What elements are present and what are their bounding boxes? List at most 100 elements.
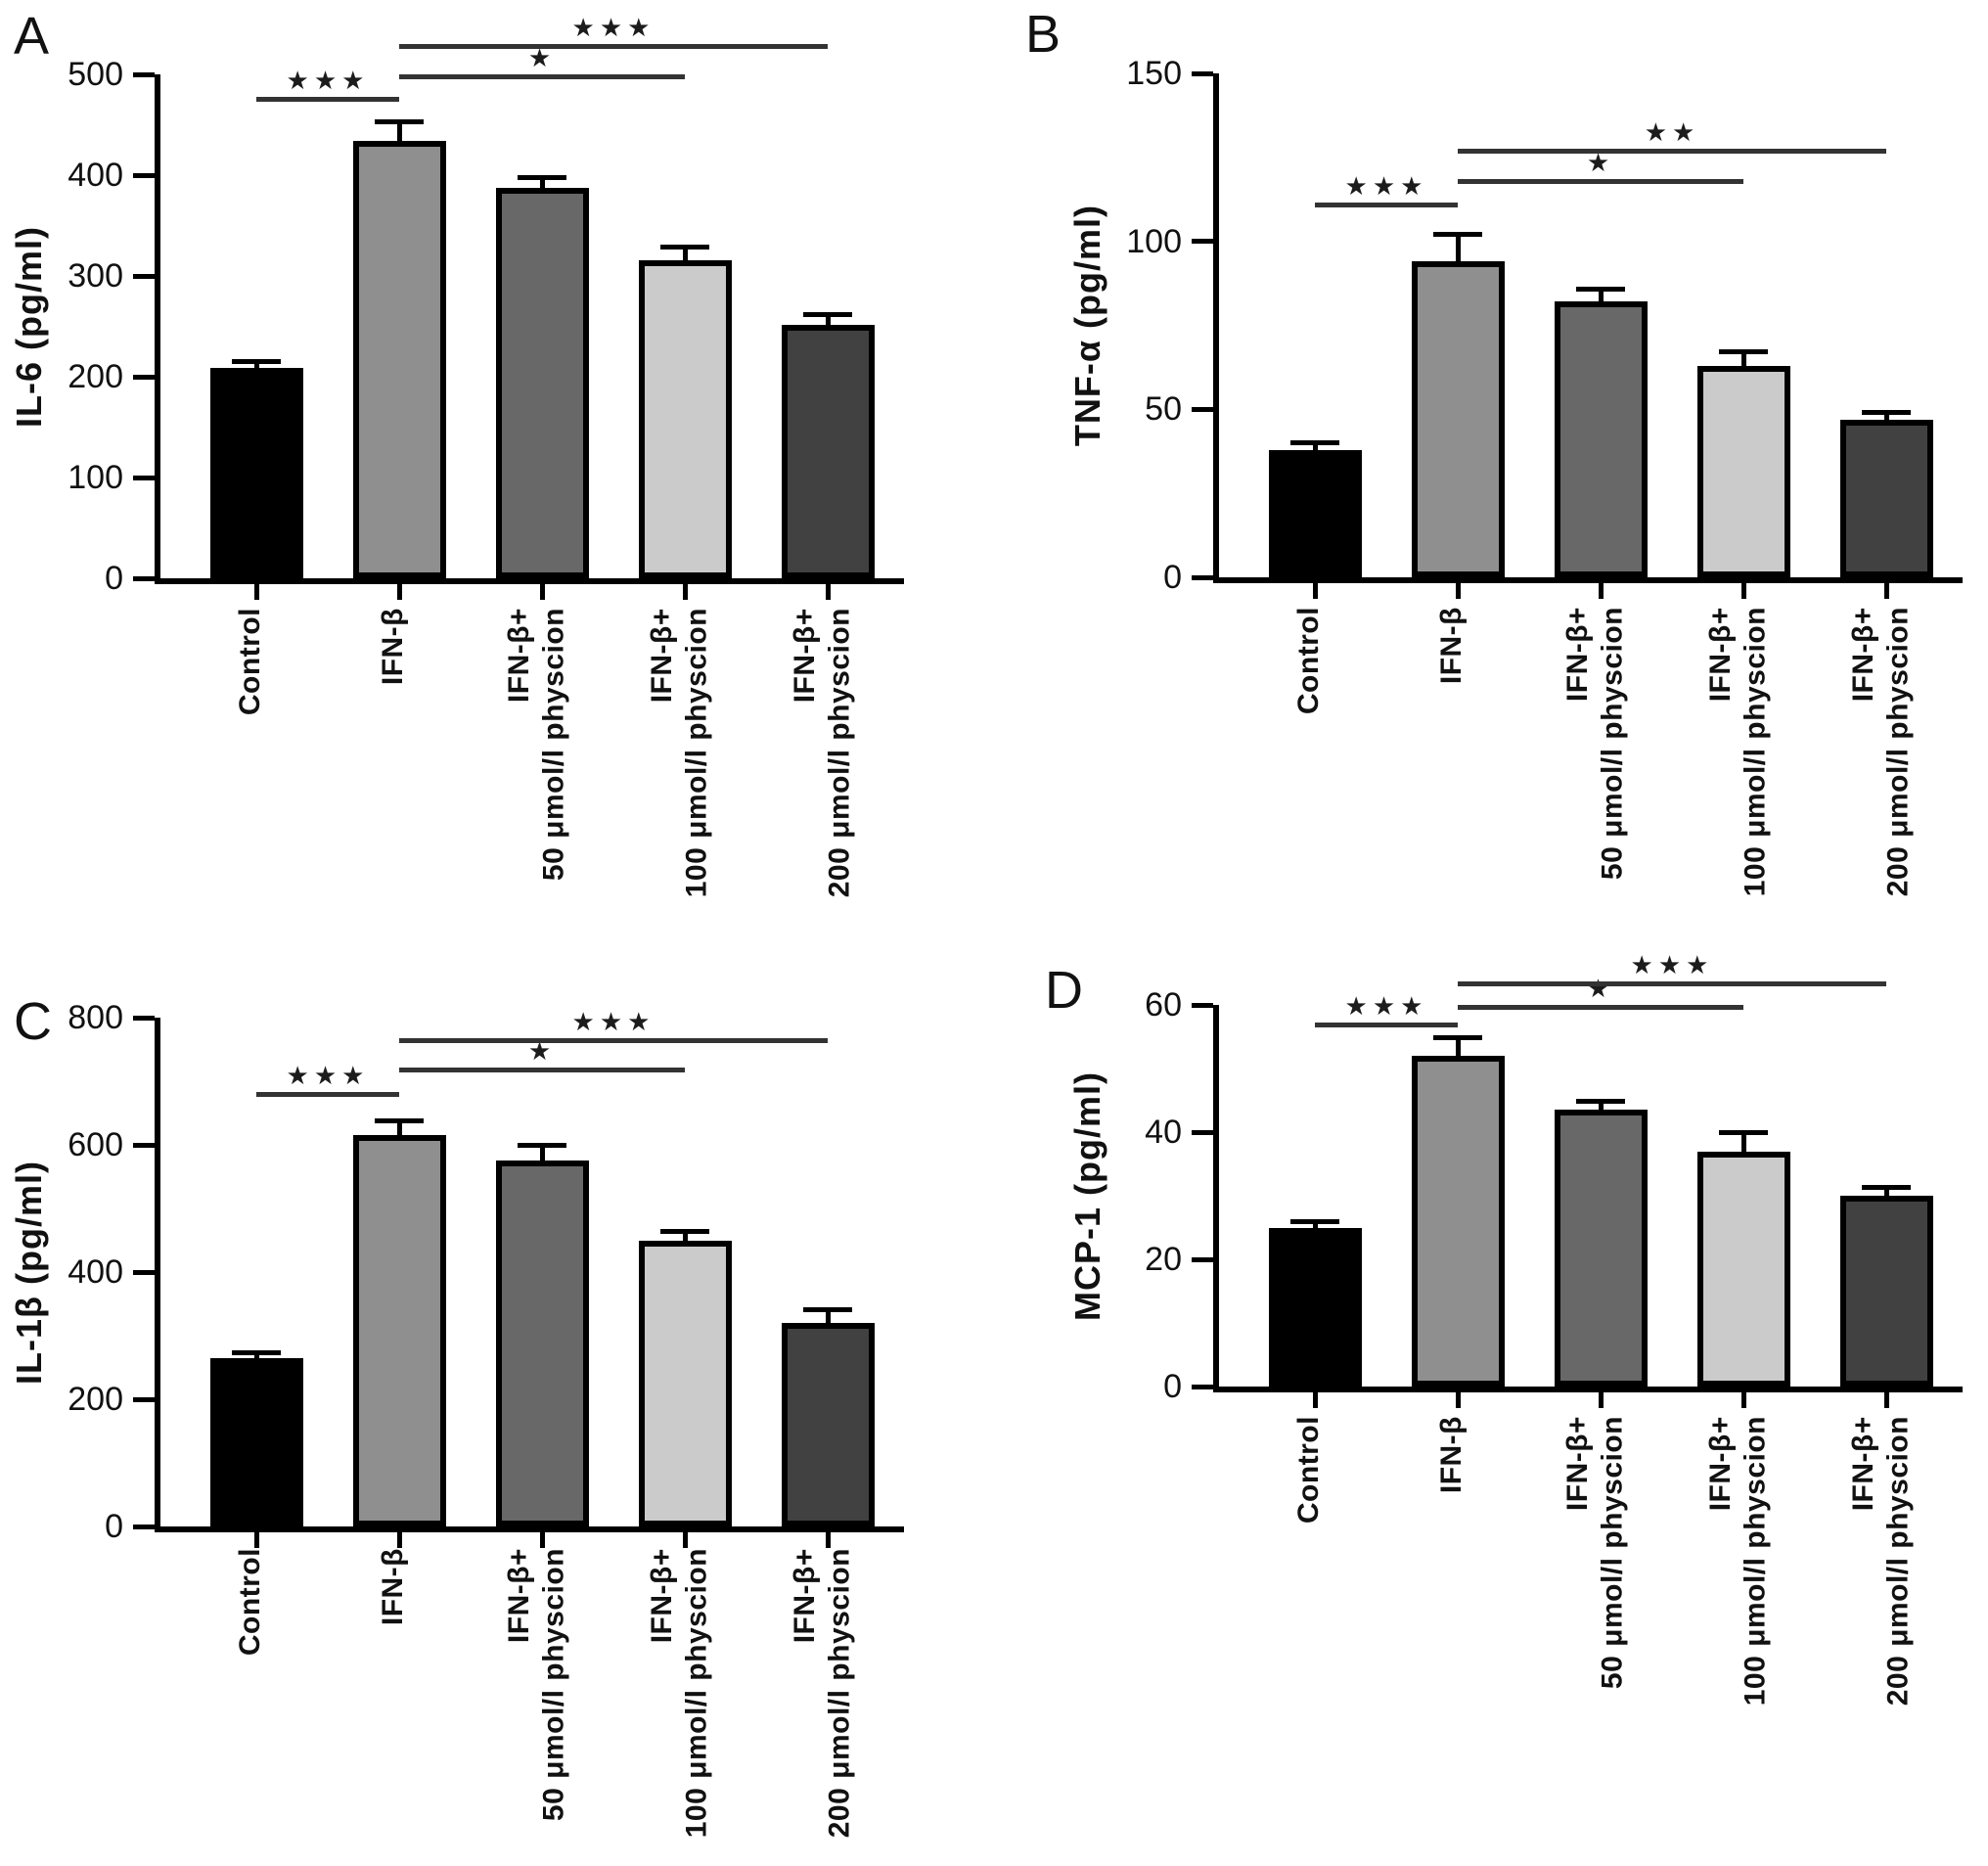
y-tick-label: 500 xyxy=(68,56,123,93)
x-tick xyxy=(1598,1392,1604,1408)
y-tick-label: 800 xyxy=(68,999,123,1036)
x-category-label: IFN-β+ 50 μmol/l physcion xyxy=(502,608,569,882)
plot-column: ★★★ ★ ★★★ Control IFN-β IFN-β+ 50 μmol/l phy… xyxy=(155,15,904,897)
x-category-label: IFN-β+ 100 μmol/l physcion xyxy=(645,608,712,898)
y-tick-label: 0 xyxy=(1163,1368,1182,1405)
significance-line xyxy=(1315,1022,1458,1027)
significance-stars: ★★ xyxy=(1644,117,1700,148)
y-axis: 0 20 40 60 xyxy=(1117,988,1213,1403)
y-tick xyxy=(133,1396,155,1402)
x-category-cell: IFN-β+ 100 μmol/l physcion xyxy=(608,608,750,897)
error-bar-cap xyxy=(518,175,566,181)
error-bar-cap xyxy=(1576,287,1625,293)
x-category-cell: IFN-β xyxy=(1380,607,1523,896)
error-bar-cap xyxy=(1433,231,1482,237)
error-bar-stem xyxy=(1312,442,1318,454)
significance-stars: ★★★ xyxy=(286,65,370,95)
y-axis-title-wrap: MCP-1 (pg/ml) xyxy=(1059,1005,1117,1387)
error-bar-stem xyxy=(539,1146,545,1165)
x-tick xyxy=(1312,1392,1318,1408)
error-bar-stem xyxy=(1598,1101,1604,1115)
x-category-cell: IFN-β+ 100 μmol/l physcion xyxy=(1666,1416,1809,1706)
x-tick xyxy=(1883,583,1889,599)
significance-stars: ★ xyxy=(1586,973,1615,1003)
error-bar-stem xyxy=(1740,1133,1746,1156)
x-category-label: IFN-β+ 50 μmol/l physcion xyxy=(1560,607,1628,881)
error-bar-cap xyxy=(232,1349,281,1355)
y-axis-title-wrap: IL-6 (pg/ml) xyxy=(0,74,59,578)
y-tick-label: 400 xyxy=(68,1253,123,1291)
error-bar-cap xyxy=(660,1229,709,1235)
x-axis-labels: Control IFN-β IFN-β+ 50 μmol/l physcion IFN… xyxy=(155,608,904,897)
x-tick xyxy=(253,1532,259,1548)
x-category-cell: IFN-β+ 100 μmol/l physcion xyxy=(608,1548,750,1838)
error-bar-stem xyxy=(1455,234,1461,266)
significance-line xyxy=(1458,179,1743,185)
y-axis-title-wrap: IL-1β (pg/ml) xyxy=(0,1018,59,1526)
significance-line xyxy=(399,44,828,50)
x-category-label: IFN-β xyxy=(377,1548,410,1626)
panel-letter: B xyxy=(1025,5,1062,64)
significance-stars: ★★★ xyxy=(571,13,655,43)
y-tick xyxy=(133,172,155,178)
chart-d: MCP-1 (pg/ml) 0 20 40 60 ★★★ ★ ★★★ Control IFN… xyxy=(994,952,1988,1706)
bar-ifn-beta-200 xyxy=(781,325,875,578)
error-bar-stem xyxy=(396,122,402,145)
bar-control xyxy=(209,1357,303,1526)
significance-stars: ★ xyxy=(527,1035,557,1066)
error-bar-cap xyxy=(1719,1130,1768,1136)
y-tick xyxy=(133,1015,155,1021)
bar-control xyxy=(1268,449,1362,577)
significance-line xyxy=(1458,149,1886,155)
y-tick xyxy=(1192,1002,1213,1008)
y-tick-label: 150 xyxy=(1126,55,1182,92)
chart-a: IL-6 (pg/ml) 0 100 200 300 400 500 ★★★ ★ ★★★ Co… xyxy=(0,15,994,897)
x-tick xyxy=(1883,1392,1889,1408)
x-category-cell: Control xyxy=(179,1548,322,1838)
y-axis: 0 50 100 150 xyxy=(1117,57,1213,594)
x-tick xyxy=(1740,583,1746,599)
x-category-label: IFN-β xyxy=(377,608,410,686)
plot-column: ★★★ ★ ★★ Control IFN-β IFN-β+ 50 μmol/l phys… xyxy=(1213,73,1963,896)
x-tick xyxy=(253,584,259,600)
error-bar-cap xyxy=(375,119,424,125)
bar-ifn-beta-200 xyxy=(1839,1196,1933,1387)
y-axis-title: TNF-α (pg/ml) xyxy=(1067,204,1107,447)
y-axis-title-wrap: TNF-α (pg/ml) xyxy=(1059,73,1117,577)
significance-line xyxy=(399,1067,685,1072)
x-category-cell: IFN-β+ 200 μmol/l physcion xyxy=(1809,1416,1952,1706)
x-category-label: IFN-β+ 50 μmol/l physcion xyxy=(1560,1416,1628,1690)
error-bar-stem xyxy=(396,1120,402,1140)
y-tick-label: 50 xyxy=(1145,390,1182,429)
x-category-cell: Control xyxy=(1238,607,1380,896)
y-tick xyxy=(1192,574,1213,580)
y-tick xyxy=(133,1524,155,1529)
x-category-cell: IFN-β+ 200 μmol/l physcion xyxy=(750,1548,893,1838)
error-bar-stem xyxy=(1455,1037,1461,1060)
error-bar-cap xyxy=(1862,409,1911,415)
x-category-label: IFN-β+ 100 μmol/l physcion xyxy=(1703,607,1771,897)
panel-c: C IL-1β (pg/ml) 0 200 400 600 800 ★★★ ★ ★★★ Co… xyxy=(0,936,994,1866)
x-category-cell: IFN-β+ 50 μmol/l physcion xyxy=(1523,1416,1666,1706)
y-tick-label: 100 xyxy=(1126,222,1182,260)
error-bar-cap xyxy=(1290,1219,1339,1225)
error-bar-cap xyxy=(1433,1034,1482,1040)
significance-stars: ★★★ xyxy=(571,1007,655,1036)
panel-a: A IL-6 (pg/ml) 0 100 200 300 400 500 ★★★ ★ ★★★ … xyxy=(0,0,994,936)
error-bar-stem xyxy=(682,1232,688,1245)
x-category-cell: Control xyxy=(1238,1416,1380,1706)
bar-ifn-beta xyxy=(352,1135,446,1526)
x-category-label: Control xyxy=(234,608,267,716)
x-tick xyxy=(396,584,402,600)
y-tick-label: 60 xyxy=(1145,986,1182,1024)
error-bar-stem xyxy=(682,248,688,264)
y-tick-label: 0 xyxy=(105,1508,123,1545)
bar-ifn-beta-100 xyxy=(1696,365,1790,577)
x-category-cell: IFN-β+ 50 μmol/l physcion xyxy=(465,1548,608,1838)
significance-line xyxy=(1458,1004,1743,1010)
y-tick xyxy=(133,1269,155,1275)
x-category-cell: IFN-β xyxy=(1380,1416,1523,1706)
plot-area: ★★★ ★ ★★ xyxy=(1213,73,1963,599)
error-bar-stem xyxy=(253,361,259,372)
panel-b: B TNF-α (pg/ml) 0 50 100 150 ★★★ ★ ★★ Control… xyxy=(994,0,1988,936)
